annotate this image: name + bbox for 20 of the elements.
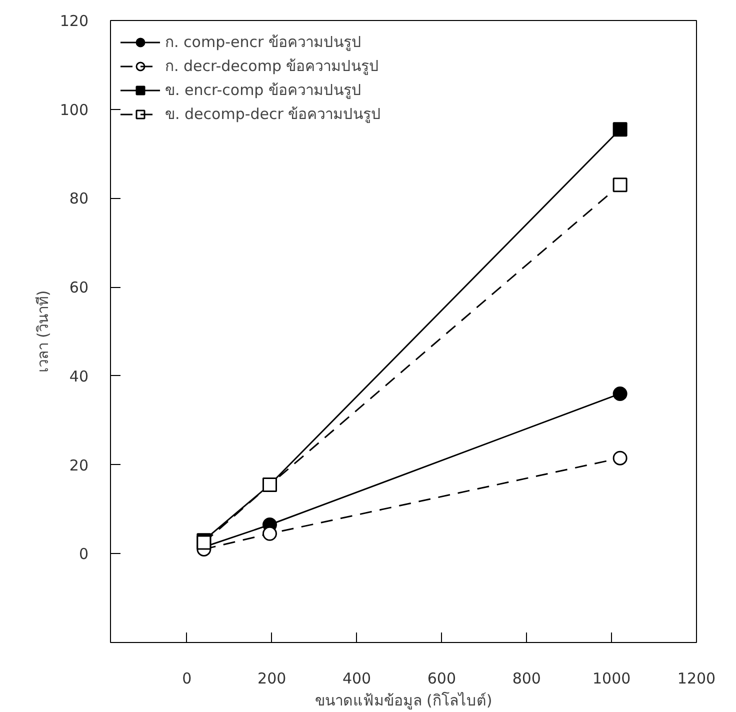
x-tick-label: 0 bbox=[182, 670, 192, 688]
legend-label: ข. encr-comp ข้อความปนรูป bbox=[165, 80, 362, 101]
x-tick-label: 200 bbox=[258, 670, 286, 688]
x-tick-label: 600 bbox=[427, 670, 456, 688]
y-tick-label: 40 bbox=[69, 367, 89, 386]
y-tick-label: 20 bbox=[69, 456, 89, 474]
x-tick-label: 400 bbox=[342, 670, 372, 688]
y-tick-label: 100 bbox=[60, 100, 89, 119]
legend-label: ก. comp-encr ข้อความปนรูป bbox=[165, 32, 362, 53]
x-tick-label: 800 bbox=[512, 670, 541, 688]
y-axis-title: เวลา (วินาที) bbox=[34, 290, 52, 373]
x-axis-title: ขนาดแฟ้มข้อมูล (กิโลไบต์) bbox=[314, 692, 492, 710]
x-tick-label: 1000 bbox=[592, 670, 631, 688]
y-tick-label: 80 bbox=[69, 190, 89, 208]
y-tick-label: 0 bbox=[78, 545, 89, 564]
x-tick-label: 1200 bbox=[677, 670, 716, 688]
legend-label: ข. decomp-decr ข้อความปนรูป bbox=[165, 104, 382, 125]
y-tick-label: 60 bbox=[69, 278, 89, 297]
y-tick-label: 120 bbox=[60, 12, 89, 30]
legend-label: ก. decr-decomp ข้อความปนรูป bbox=[165, 56, 380, 77]
